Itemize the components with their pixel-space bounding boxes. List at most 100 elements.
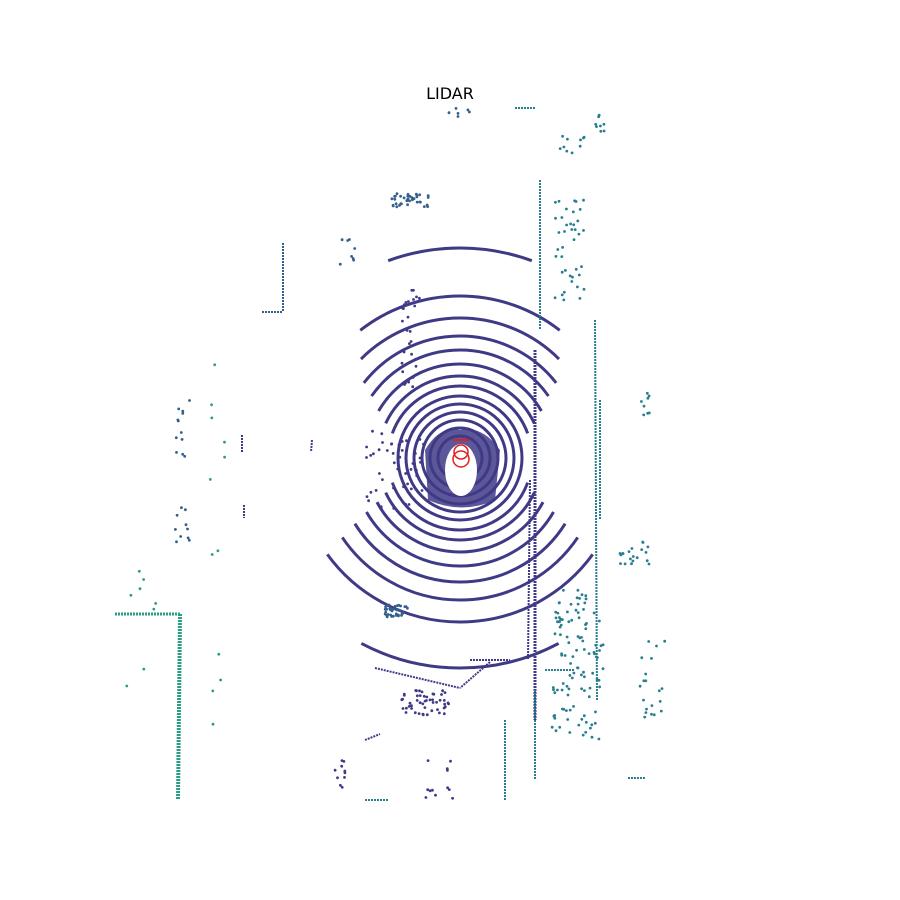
lidar-point [174,436,178,440]
lidar-point [584,730,588,734]
lidar-point [578,208,582,211]
lidar-point [392,461,396,465]
lidar-point [650,704,654,707]
lidar-point [395,205,399,209]
lidar-point [404,486,408,490]
lidar-point [644,672,648,676]
lidar-point [565,709,568,712]
lidar-point [571,655,575,658]
lidar-point [397,614,400,618]
lidar-point [419,460,422,464]
lidar-point [426,196,430,199]
lidar-point [576,611,580,614]
lidar-point [421,713,425,717]
lidar-point [602,129,606,133]
lidar-point [369,454,373,457]
lidar-point [339,783,342,787]
lidar-point [413,323,417,327]
lidar-point [404,472,407,475]
lidar-point [381,441,384,444]
lidar-point [580,593,584,597]
lidar-point [211,722,215,726]
lidar-point [406,203,409,207]
lidar-point [142,578,146,581]
lidar-point [406,315,410,319]
lidar-point [645,391,649,395]
lidar-point [594,643,598,647]
lidar-point [392,486,395,490]
lidar-point [401,611,405,615]
lidar-point [431,701,435,704]
lidar-point [442,699,446,702]
scan-ring [370,348,550,397]
lidar-point [407,705,411,708]
scan-ring [353,522,567,584]
scan-ring [362,334,558,384]
lidar-point [655,644,658,648]
lidar-point [561,246,564,249]
lidar-point [621,552,625,555]
lidar-point [223,455,227,459]
lidar-point [394,608,398,611]
lidar-point [385,449,389,452]
lidar-point [572,223,576,227]
lidar-point [388,607,392,610]
lidar-point [569,222,572,226]
lidar-point [562,588,565,592]
lidar-point [663,639,667,643]
lidar-point [180,438,184,441]
lidar-point [652,713,656,717]
lidar-point [582,670,585,674]
lidar-point [380,507,383,511]
lidar-point [138,587,142,591]
lidar-point [154,602,158,605]
lidar-point [379,505,383,509]
lidar-point [631,559,635,563]
lidar-point [413,304,417,308]
lidar-point [645,559,649,563]
lidar-point [599,129,603,133]
lidar-point [601,643,605,647]
lidar-point [410,288,414,292]
lidar-point [402,196,406,200]
lidar-point [402,307,405,310]
lidar-point [562,290,566,294]
lidar-point [422,694,426,698]
lidar-point [558,625,562,629]
lidar-point [642,404,646,408]
lidar-point [597,678,601,682]
lidar-point [425,713,429,717]
lidar-point [443,702,447,706]
lidar-point [629,557,632,561]
lidar-point [438,711,441,715]
lidar-point [557,601,561,605]
scan-ring [359,294,561,332]
lidar-point [411,376,415,379]
lidar-point [598,649,601,652]
lidar-point [580,717,584,721]
lidar-point [562,298,566,302]
lidar-point [415,295,418,299]
lidar-point [426,759,430,762]
lidar-point [560,293,564,297]
lidar-point [574,200,578,203]
scan-ring [390,384,530,434]
lidar-point [421,702,425,706]
scan-ring [377,362,543,412]
scan-ring [404,402,516,514]
lidar-point [406,192,410,196]
lidar-point [186,536,190,540]
lidar-point [420,489,424,492]
lidar-point [404,301,408,304]
lidar-point [414,357,418,361]
lidar-point [466,108,470,112]
scan-ring [387,246,533,263]
lidar-point [590,723,594,727]
lidar-point [568,674,572,677]
lidar-point [640,400,643,403]
lidar-point [582,229,585,232]
lidar-point [561,707,564,711]
lidar-point [188,399,191,402]
lidar-point [590,735,594,739]
lidar-point [643,715,647,719]
